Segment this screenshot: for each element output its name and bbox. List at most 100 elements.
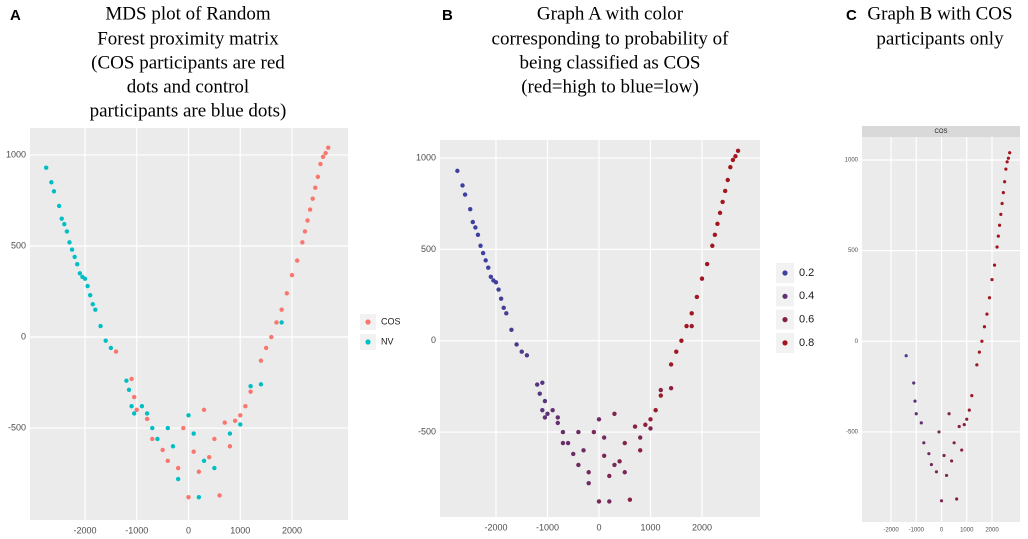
point [475,232,481,237]
point [131,394,137,400]
legend-label: 0.4 [799,290,814,302]
point [586,481,591,486]
legend-label: 0.6 [799,314,814,326]
point [496,287,501,292]
point [987,296,992,300]
point [967,408,971,412]
point [227,444,233,449]
point [540,407,545,413]
point [996,234,1000,238]
point [279,320,284,325]
point [537,391,542,396]
y-tick-label: 500 [421,244,436,254]
point [1001,191,1005,195]
point [601,453,607,459]
point [473,225,478,230]
point [643,422,648,427]
point [72,254,77,260]
panel-label: C [846,7,857,24]
point [258,382,264,387]
point [947,412,951,416]
point [555,420,560,426]
point [576,429,581,435]
point [733,154,738,159]
point [134,407,139,413]
point [735,148,741,153]
point [914,412,918,416]
point [982,325,987,329]
point [715,221,720,227]
point [607,473,612,479]
point [462,192,468,197]
point [550,407,555,413]
chart-title: participants only [876,28,1004,49]
point [912,381,916,385]
y-tick-label: 500 [848,248,859,254]
point [519,349,524,354]
point [1005,160,1009,164]
y-tick-label: -500 [418,426,436,436]
point [488,274,494,280]
point [648,426,653,431]
point [699,276,705,281]
point [939,499,944,503]
point [310,196,315,201]
point [653,407,658,413]
point [165,425,171,431]
point [498,296,504,301]
legend-marker [365,319,371,325]
point [694,294,700,300]
point [542,398,548,404]
point [238,413,243,418]
point [632,424,638,429]
point [617,459,622,464]
point [1004,167,1008,171]
point [43,165,49,170]
point [596,417,602,422]
point [93,307,98,312]
facet-label: COS [934,129,947,135]
point [607,499,612,504]
point [165,458,171,464]
chart-title: Graph B with COS [867,3,1012,24]
x-tick-label: -2000 [484,522,507,532]
point [64,229,70,234]
point [129,376,134,382]
chart-title: Graph A with color [537,3,684,24]
point [51,189,57,194]
point [934,470,939,474]
point [77,271,83,276]
point [728,165,733,170]
point [576,462,581,468]
chart-title: corresponding to probability of [492,28,730,49]
point [307,207,313,212]
point [460,183,465,188]
x-tick-label: 2000 [985,528,999,534]
x-tick-label: -1000 [536,522,559,532]
point [720,199,725,205]
point [455,168,460,174]
point [258,358,264,363]
point [648,417,653,422]
point [108,345,114,351]
point [186,495,191,500]
point [612,411,617,416]
point [175,476,181,482]
legend-label: COS [381,316,401,326]
x-tick-label: 0 [186,525,191,535]
point [937,430,941,434]
point [212,465,217,471]
point [637,435,643,440]
point [1000,201,1004,206]
point [990,278,994,282]
point [668,386,674,391]
point [540,380,545,385]
point [478,243,483,248]
point [243,404,248,409]
legend-label: 0.8 [799,337,814,349]
point [977,350,981,354]
point [717,210,723,216]
point [59,216,64,221]
point [294,258,300,263]
